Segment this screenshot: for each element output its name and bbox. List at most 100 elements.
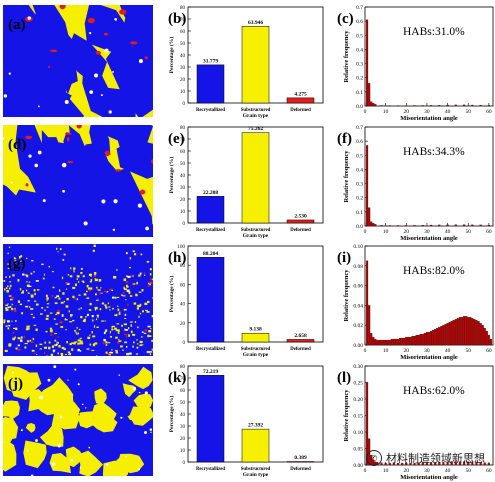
grain	[61, 276, 64, 280]
bar	[196, 375, 225, 463]
histogram-bar	[485, 331, 488, 346]
grain	[85, 290, 88, 293]
unindexed-spot	[70, 458, 74, 462]
grain	[108, 355, 111, 356]
y-tick-label: 30	[180, 66, 186, 71]
bar-value-label: 63.946	[248, 20, 263, 26]
grain	[118, 338, 120, 341]
histogram-bar	[487, 105, 490, 107]
histogram-bar	[372, 103, 375, 107]
histogram-bar	[446, 104, 449, 107]
panel-label: (a)	[8, 17, 26, 33]
panel-label: (l)	[337, 370, 351, 386]
panel-label: (e)	[168, 131, 185, 147]
x-tick-label: 40	[445, 229, 451, 235]
y-tick-label: 0.5	[356, 153, 363, 159]
grain-type-chart: (k) 0 10 20 30 40 50 60 70 80 Percentage (%) 72.219…	[168, 365, 324, 478]
histogram-bar	[442, 325, 445, 346]
grain	[3, 184, 39, 237]
y-tick-label: 0.3	[356, 62, 363, 68]
y-axis-label: Percentage (%)	[168, 396, 175, 433]
x-tick-label: 60	[486, 109, 492, 115]
x-tick-label: 40	[445, 468, 451, 474]
grain	[33, 271, 35, 273]
grain	[124, 313, 127, 316]
y-tick-label: 70	[180, 138, 186, 143]
grain	[135, 293, 138, 297]
x-tick-label: Recrystallized	[196, 228, 225, 233]
histogram-bar	[396, 225, 400, 227]
grain	[55, 313, 57, 316]
grain	[110, 335, 112, 338]
unindexed-spot	[67, 379, 69, 381]
histogram-bar	[380, 462, 383, 466]
x-axis-label: Misorientation angle	[400, 354, 458, 361]
panel-label: (i)	[337, 250, 351, 266]
unindexed-spot	[100, 94, 103, 97]
y-tick-label: 50	[180, 162, 186, 167]
grain	[91, 315, 94, 318]
microstructure-map: (a)	[3, 5, 153, 117]
histogram-bar	[454, 319, 457, 346]
x-tick-label: 50	[465, 468, 471, 474]
histogram-bar	[438, 224, 441, 227]
grain	[80, 267, 83, 270]
y-tick-label: 60	[180, 150, 186, 155]
y-tick-label: 0.5	[356, 33, 363, 39]
grain	[94, 275, 97, 277]
grain	[44, 346, 48, 349]
histogram-bar	[458, 461, 462, 466]
grain	[102, 342, 105, 345]
histogram-bar	[374, 104, 377, 107]
grain	[121, 294, 123, 296]
grain	[12, 337, 15, 341]
grain	[60, 301, 64, 304]
histogram-bar	[430, 331, 433, 346]
histogram-bar	[427, 332, 431, 346]
grain	[67, 274, 70, 276]
grain	[75, 283, 77, 287]
grain	[149, 268, 152, 271]
grain	[138, 315, 140, 318]
grain	[149, 278, 153, 280]
grain	[105, 351, 108, 354]
grain	[152, 278, 153, 281]
grain	[25, 289, 28, 292]
grain	[136, 339, 138, 341]
unindexed-spot	[144, 431, 147, 434]
y-tick-label: 80	[180, 6, 186, 11]
histogram-bar	[388, 339, 391, 346]
histogram-bar	[370, 332, 373, 346]
bar	[241, 332, 270, 343]
grain	[144, 274, 146, 276]
grain	[39, 423, 64, 447]
grain	[139, 344, 142, 347]
y-tick-label: 0	[183, 461, 186, 466]
histogram-bar	[438, 105, 441, 107]
histogram-bar	[401, 462, 404, 466]
grain	[7, 267, 10, 270]
unindexed-spot	[101, 199, 106, 204]
grain	[107, 302, 110, 305]
y-tick-label: 60	[180, 283, 186, 288]
x-tick-label: 10	[383, 348, 389, 354]
bar	[286, 219, 315, 224]
grain	[56, 311, 60, 315]
unindexed-spot	[137, 203, 143, 208]
x-tick-label: Deformed	[290, 467, 311, 472]
y-tick-label: 80	[180, 126, 186, 131]
grain	[114, 314, 118, 317]
x-tick-label: 0	[364, 468, 367, 474]
grain-type-chart: (h) 0 20 40 60 80 100 Percentage (%) 88.204 Recry…	[168, 245, 324, 358]
y-tick-label: 0	[183, 102, 186, 107]
grain	[82, 275, 85, 278]
grain	[106, 352, 110, 355]
grain	[117, 329, 120, 332]
grain	[11, 307, 14, 311]
grain	[3, 319, 6, 322]
x-tick-label: 20	[404, 229, 410, 235]
y-tick-label: 30	[180, 425, 186, 430]
grain	[137, 305, 141, 308]
grain	[105, 341, 108, 344]
histogram-bar	[368, 83, 371, 107]
